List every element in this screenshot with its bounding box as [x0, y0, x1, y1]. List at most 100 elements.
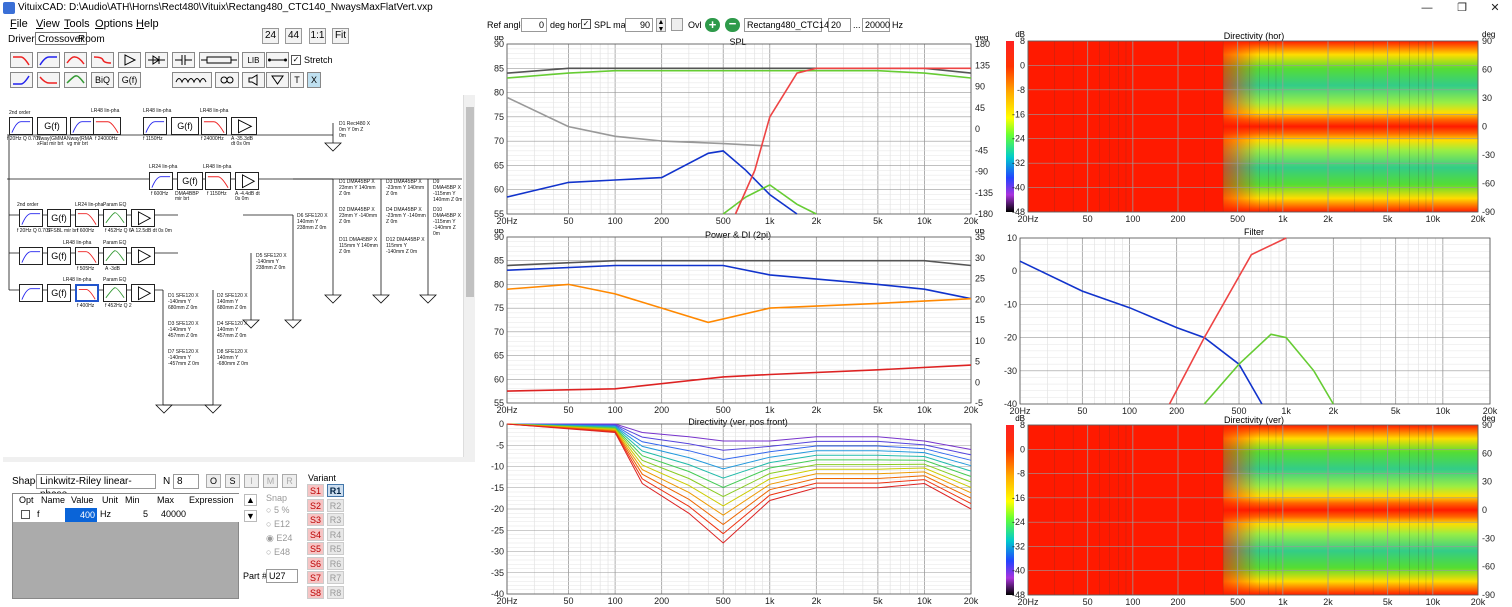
directivity-ver-lines-chart[interactable]: Directivity (ver, pos front) 0 -5 -10 -15 -20…	[483, 416, 993, 606]
m-button[interactable]: M	[263, 474, 278, 488]
variant-r7[interactable]: R7	[327, 571, 344, 584]
menu-help[interactable]: Help	[136, 18, 159, 30]
snap-5pct[interactable]: ○ 5 %	[266, 505, 290, 515]
filter-block[interactable]	[205, 172, 231, 190]
amplifier-button[interactable]	[118, 52, 141, 68]
gf-block[interactable]: G(f)	[177, 172, 203, 190]
filter-block[interactable]	[93, 117, 121, 135]
filter-block[interactable]	[75, 209, 99, 227]
variant-s1[interactable]: S1	[307, 484, 324, 497]
gf-block[interactable]: G(f)	[171, 117, 199, 135]
part-input[interactable]: U27	[266, 569, 298, 583]
peq-block[interactable]	[103, 247, 127, 265]
wire-button[interactable]	[266, 52, 289, 68]
move-down-button[interactable]: ▼	[244, 510, 257, 522]
zoom-1to1-button[interactable]: 1:1	[309, 28, 326, 44]
text-button[interactable]: T	[290, 72, 304, 88]
menu-tools[interactable]: Tools	[64, 18, 90, 30]
gf-block[interactable]: G(f)	[37, 117, 67, 135]
amp-block[interactable]	[231, 117, 257, 135]
snap-e24[interactable]: ◉ E24	[266, 533, 293, 543]
variant-r3[interactable]: R3	[327, 513, 344, 526]
tab-room[interactable]: Room	[78, 34, 105, 45]
filter-block[interactable]	[19, 209, 43, 227]
menu-options[interactable]: Options	[95, 18, 133, 30]
snap-e48[interactable]: ○ E48	[266, 547, 290, 557]
param-max[interactable]: 40000	[161, 509, 187, 519]
overlay-name-input[interactable]: Rectang480_CTC140_f	[744, 18, 842, 32]
tab-drivers[interactable]: Drivers	[8, 34, 40, 45]
filter-block[interactable]	[75, 247, 99, 265]
splmax-checkbox[interactable]: ✓	[581, 19, 591, 29]
add-overlay-button[interactable]: +	[705, 18, 720, 32]
variant-r5[interactable]: R5	[327, 542, 344, 555]
maximize-button[interactable]: ❐	[1457, 2, 1467, 14]
close-button[interactable]: ✕	[1490, 2, 1500, 14]
variant-s4[interactable]: S4	[307, 527, 324, 541]
capacitor-button[interactable]	[172, 52, 195, 68]
peq-block[interactable]	[103, 209, 127, 227]
splmax-spinner[interactable]: ▲ ▼	[656, 18, 666, 33]
gf-button[interactable]: G(f)	[118, 72, 141, 88]
variant-r8[interactable]: R8	[327, 585, 344, 599]
gf-block[interactable]: G(f)	[47, 284, 71, 302]
gf-block[interactable]: G(f)	[47, 209, 71, 227]
delete-button[interactable]: X	[307, 72, 321, 88]
lowpass-red-button[interactable]	[10, 52, 33, 68]
peq-green-button[interactable]	[64, 72, 87, 88]
filter-block[interactable]	[149, 172, 173, 190]
param-value-input[interactable]: 400	[65, 508, 97, 522]
filter-chart[interactable]: Filter 10 0 -10 -20 -30 -40 20Hz 50 100 200 500 1k 2k…	[996, 226, 1512, 416]
library-button[interactable]: LIB	[242, 52, 265, 68]
param-min[interactable]: 5	[143, 509, 149, 519]
variant-s3[interactable]: S3	[307, 513, 324, 526]
ground-button[interactable]	[266, 72, 289, 88]
filter-block[interactable]	[19, 284, 43, 302]
tab-crossover[interactable]: Crossover	[35, 32, 87, 45]
variant-r6[interactable]: R6	[327, 556, 344, 570]
move-up-button[interactable]: ▲	[244, 494, 257, 506]
table-row[interactable]: f 400 Hz 5 40000	[13, 508, 240, 522]
stretch-checkbox[interactable]: ✓	[291, 55, 301, 65]
variant-s2[interactable]: S2	[307, 498, 324, 512]
filter-block[interactable]	[143, 117, 167, 135]
ref-angle-input[interactable]: 0	[521, 18, 547, 32]
freq-max-input[interactable]: 20000	[862, 18, 890, 32]
ovl-checkbox[interactable]	[671, 18, 683, 31]
o-button[interactable]: O	[206, 474, 221, 488]
minimize-button[interactable]: —	[1421, 2, 1433, 14]
opt-checkbox[interactable]	[21, 510, 30, 519]
highpass-blue-button[interactable]	[37, 52, 60, 68]
variant-r2[interactable]: R2	[327, 498, 344, 512]
freq-min-input[interactable]: 20	[828, 18, 851, 32]
filter-block[interactable]	[70, 117, 94, 135]
crossover-schematic[interactable]: 2nd order G(f) LR48 lin-pha LR48 lin-pha…	[3, 95, 462, 457]
transformer-button[interactable]	[215, 72, 239, 88]
variant-s7[interactable]: S7	[307, 571, 324, 584]
highpass-red-button[interactable]	[37, 72, 60, 88]
filter-block[interactable]	[201, 117, 227, 135]
zoom-24-button[interactable]: 24	[262, 28, 279, 44]
s-button[interactable]: S	[225, 474, 240, 488]
remove-overlay-button[interactable]: −	[725, 17, 740, 32]
spl-chart[interactable]: SPL 90 85 80 75 70 65 60 55 180 135 90 45 0 -45 -90 -135…	[483, 36, 993, 226]
schematic-hscroll[interactable]	[3, 457, 475, 462]
lowpass-blue-button[interactable]	[10, 72, 33, 88]
amp-block[interactable]	[131, 247, 155, 265]
peq-block[interactable]	[103, 284, 127, 302]
shape-select[interactable]: Linkwitz-Riley linear-phase	[36, 474, 156, 500]
order-select[interactable]: 8	[173, 474, 199, 489]
variant-s6[interactable]: S6	[307, 556, 324, 570]
menu-file[interactable]: File	[10, 18, 28, 30]
power-di-chart[interactable]: Power & DI (2pi) 90 85 80 75 70 65 60 55 35 30 25 20…	[483, 229, 993, 415]
gf-block[interactable]: G(f)	[47, 247, 71, 265]
schematic-vscroll[interactable]	[463, 95, 475, 457]
diode-button[interactable]	[145, 52, 168, 68]
r-button[interactable]: R	[282, 474, 297, 488]
i-button[interactable]: I	[244, 474, 259, 488]
inductor-button[interactable]	[172, 72, 212, 88]
driver-button[interactable]	[242, 72, 265, 88]
directivity-ver-heatmap[interactable]: Directivity (ver) 8 0 -8 -16 -24 -32 -40 -48 90 60…	[996, 414, 1512, 607]
bandpass-red-button[interactable]	[64, 52, 87, 68]
biquad-button[interactable]: BiQ	[91, 72, 114, 88]
